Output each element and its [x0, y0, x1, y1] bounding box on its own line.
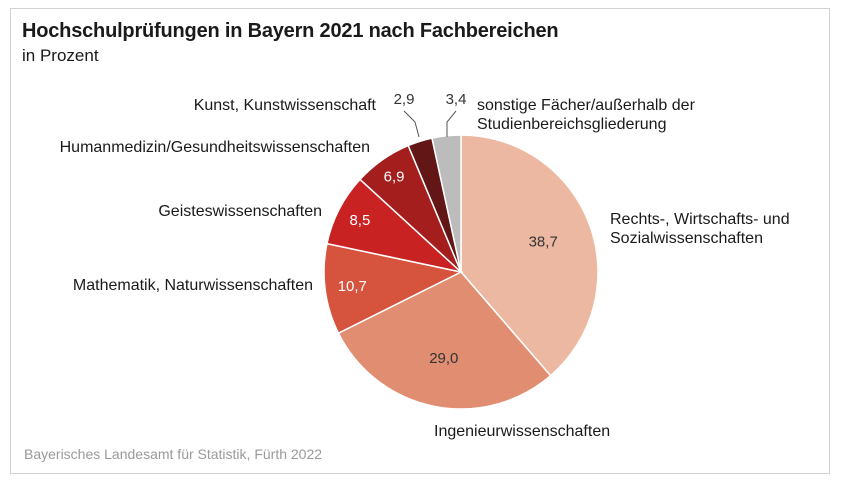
category-label: Geisteswissenschaften: [158, 203, 322, 220]
source-note: Bayerisches Landesamt für Statistik, Für…: [24, 446, 323, 462]
value-label: 8,5: [349, 212, 370, 229]
leader-line: [403, 110, 420, 138]
leader-line: [446, 110, 457, 137]
category-label: sonstige Fächer/außerhalb der Studienbere…: [477, 97, 696, 133]
pie-slice: [337, 271, 552, 410]
pie-slice: [323, 242, 464, 335]
category-label: Kunst, Kunstwissenschaft: [194, 97, 377, 114]
value-label: 3,4: [446, 91, 467, 108]
chart-subtitle: in Prozent: [22, 46, 99, 65]
category-label: Humanmedizin/Gesundheitswissenschaften: [60, 139, 370, 156]
value-label: 2,9: [394, 91, 415, 108]
pie-slice: [460, 134, 599, 377]
chart-title: Hochschulprüfungen in Bayern 2021 nach F…: [22, 20, 559, 42]
value-label: 29,0: [429, 350, 458, 367]
category-label: Rechts-, Wirtschafts- und Sozialwissensch…: [610, 211, 790, 247]
category-label: Mathematik, Naturwissenschaften: [73, 277, 313, 294]
value-label: 10,7: [338, 278, 367, 295]
value-label: 6,9: [384, 169, 405, 186]
value-label: 38,7: [529, 233, 558, 250]
pie-slice: [431, 134, 462, 273]
category-label: Ingenieurwissenschaften: [434, 423, 610, 440]
